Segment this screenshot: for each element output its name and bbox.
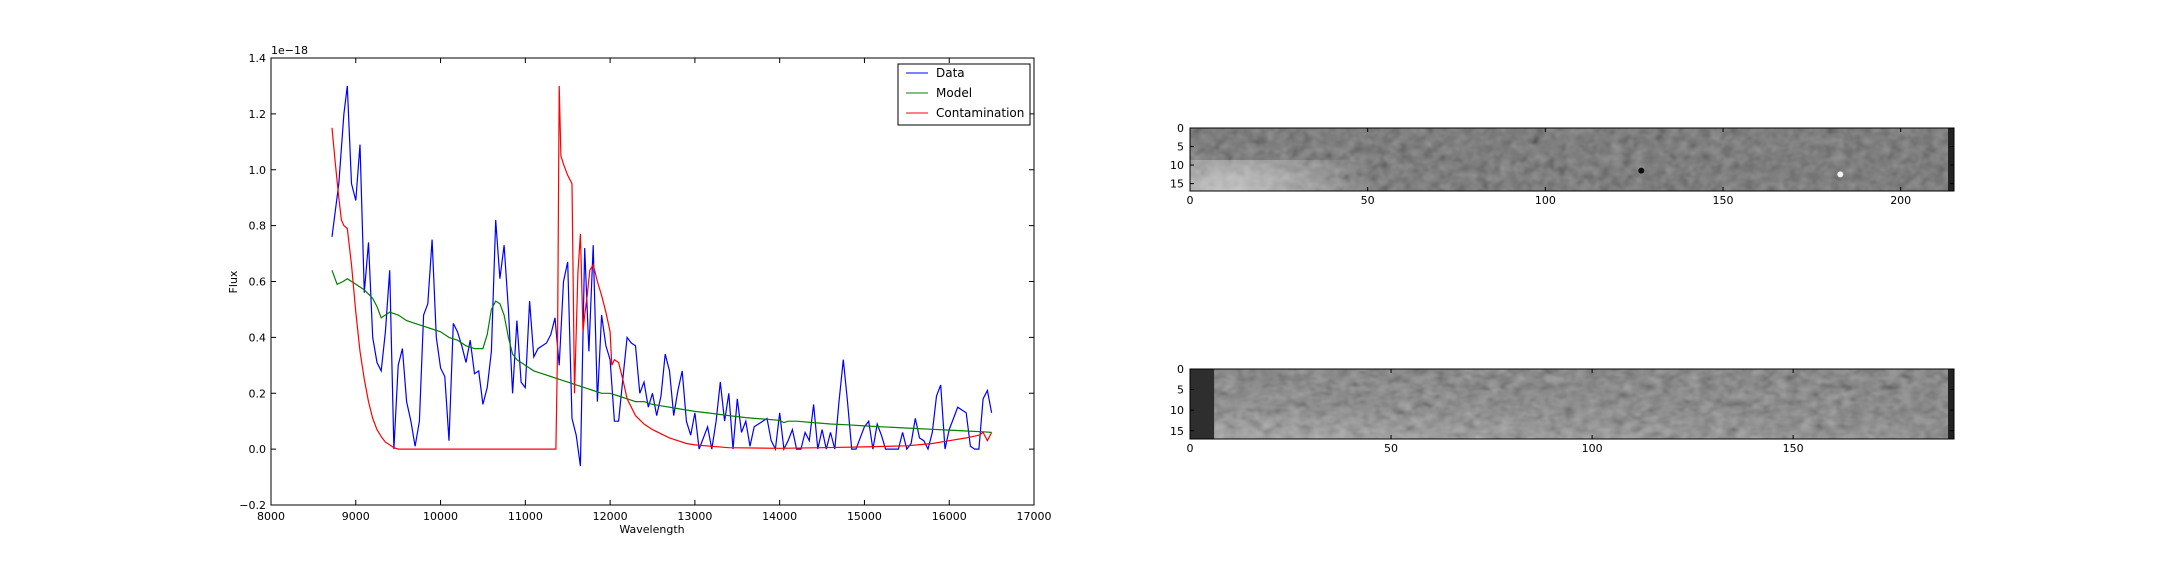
image-top-frame: [1189, 127, 1955, 192]
legend: Data Model Contamination: [897, 63, 1031, 126]
dark-spot: [1638, 167, 1645, 174]
image-bottom-x-tick-label: 0: [1187, 442, 1194, 455]
image-top-x-tick-label: 200: [1890, 194, 1911, 207]
bright-spot: [1837, 171, 1844, 178]
x-tick-label: 13000: [677, 510, 712, 523]
image-top-x-tick-label: 0: [1187, 194, 1194, 207]
y-tick-label: 0.2: [249, 387, 267, 400]
y-tick-label: 1.0: [249, 164, 267, 177]
spectrum-image-bottom: 0 50 100 150 0 5 10 15: [1170, 363, 1955, 455]
image-bottom-x-tick-label: 150: [1783, 442, 1804, 455]
spectrum-image-top: 0 50 100 150 200 0 5 10 15: [1170, 122, 1955, 207]
spectrum-line-plot: 8000 9000 10000 11000 12000 13000 14000 15000 16…: [227, 44, 1052, 536]
image-bottom-glow: [1190, 369, 1954, 439]
legend-label-contamination: Contamination: [936, 106, 1024, 120]
y-axis-label: Flux: [227, 270, 240, 293]
image-top-x-tick-label: 150: [1713, 194, 1734, 207]
x-tick-label: 9000: [342, 510, 370, 523]
y-tick-label: 0.4: [249, 331, 267, 344]
image-top-glow: [1190, 160, 1530, 191]
y-tick-label: −0.2: [239, 499, 266, 512]
legend-box: [897, 63, 1031, 126]
y-tick-label: 0.6: [249, 276, 267, 289]
x-tick-label: 12000: [593, 510, 628, 523]
series-line-contamination: [331, 85, 993, 450]
y-offset-label: 1e−18: [271, 44, 308, 57]
image-top-y-tick-label: 0: [1177, 122, 1184, 135]
x-tick-label: 8000: [257, 510, 285, 523]
image-bottom-blank-columns: [1190, 369, 1215, 439]
image-bottom-y-tick-label: 15: [1170, 425, 1184, 438]
series-line-model: [331, 270, 992, 433]
image-top-y-tick-label: 15: [1170, 178, 1184, 191]
image-bottom-y-tick-label: 0: [1177, 363, 1184, 376]
x-tick-label: 14000: [762, 510, 797, 523]
image-bottom-x-tick-label: 50: [1384, 442, 1398, 455]
x-tick-label: 16000: [932, 510, 967, 523]
image-top-y-tick-label: 10: [1170, 159, 1184, 172]
legend-label-data: Data: [936, 66, 965, 80]
image-bottom-y-tick-label: 5: [1177, 384, 1184, 397]
x-axis-label: Wavelength: [619, 523, 684, 536]
y-tick-label: 1.4: [249, 52, 267, 65]
x-tick-label: 17000: [1017, 510, 1052, 523]
y-tick-label: 0.8: [249, 220, 267, 233]
image-top-y-tick-label: 5: [1177, 141, 1184, 154]
y-tick-label: 0.0: [249, 443, 267, 456]
image-bottom-frame: [1189, 368, 1955, 440]
image-bottom-right-strip: [1948, 369, 1954, 439]
image-bottom-y-tick-label: 10: [1170, 404, 1184, 417]
y-tick-label: 1.2: [249, 108, 267, 121]
x-tick-label: 11000: [508, 510, 543, 523]
plot-background: [271, 58, 1034, 505]
series-line-data: [331, 85, 993, 466]
legend-label-model: Model: [936, 86, 972, 100]
image-bottom-x-tick-label: 100: [1582, 442, 1603, 455]
x-tick-label: 10000: [423, 510, 458, 523]
image-top-x-tick-label: 50: [1361, 194, 1375, 207]
image-top-x-tick-label: 100: [1535, 194, 1556, 207]
image-top-right-strip: [1948, 128, 1954, 191]
x-tick-label: 15000: [847, 510, 882, 523]
